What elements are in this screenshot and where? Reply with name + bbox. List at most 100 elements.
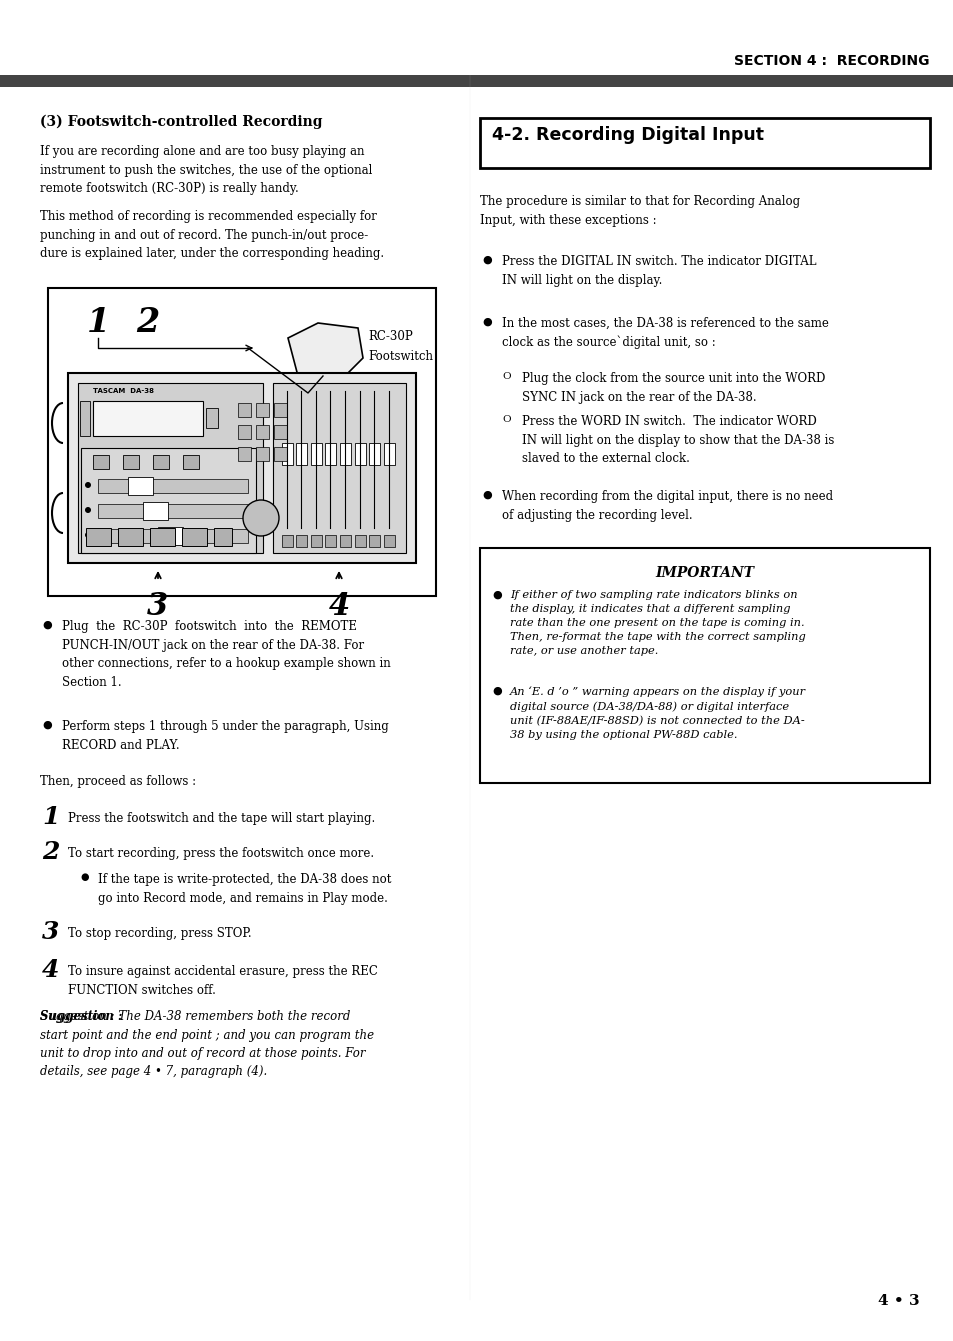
Text: 4: 4	[42, 957, 59, 982]
Text: To start recording, press the footswitch once more.: To start recording, press the footswitch…	[68, 848, 374, 860]
FancyBboxPatch shape	[325, 443, 335, 465]
Circle shape	[85, 507, 91, 514]
Text: Suggestion : The DA-38 remembers both the record
start point and the end point ;: Suggestion : The DA-38 remembers both th…	[40, 1010, 374, 1078]
Text: RC-30P: RC-30P	[368, 330, 413, 343]
FancyBboxPatch shape	[311, 535, 322, 547]
FancyBboxPatch shape	[369, 443, 379, 465]
Text: ●: ●	[481, 255, 491, 266]
FancyBboxPatch shape	[384, 443, 395, 465]
Text: If either of two sampling rate indicators blinks on
the display, it indicates th: If either of two sampling rate indicator…	[510, 590, 805, 656]
FancyBboxPatch shape	[98, 528, 248, 543]
Text: If you are recording alone and are too busy playing an
instrument to push the sw: If you are recording alone and are too b…	[40, 145, 372, 194]
FancyBboxPatch shape	[339, 535, 351, 547]
FancyBboxPatch shape	[282, 443, 293, 465]
FancyBboxPatch shape	[48, 288, 436, 595]
Text: IMPORTANT: IMPORTANT	[655, 566, 754, 581]
FancyBboxPatch shape	[274, 447, 287, 461]
Text: O: O	[501, 414, 510, 424]
Text: ●: ●	[42, 720, 51, 730]
Text: Suggestion :: Suggestion :	[40, 1010, 122, 1023]
Circle shape	[85, 481, 91, 488]
FancyBboxPatch shape	[339, 443, 351, 465]
Text: ●: ●	[80, 873, 89, 882]
Text: Plug  the  RC-30P  footswitch  into  the  REMOTE
PUNCH-IN/OUT jack on the rear o: Plug the RC-30P footswitch into the REMO…	[62, 620, 391, 688]
FancyBboxPatch shape	[237, 447, 251, 461]
Text: 4: 4	[328, 591, 349, 622]
FancyBboxPatch shape	[81, 448, 255, 552]
FancyBboxPatch shape	[282, 535, 293, 547]
FancyBboxPatch shape	[325, 535, 335, 547]
FancyBboxPatch shape	[355, 535, 366, 547]
Text: To stop recording, press STOP.: To stop recording, press STOP.	[68, 927, 252, 940]
Text: In the most cases, the DA-38 is referenced to the same
clock as the source`digit: In the most cases, the DA-38 is referenc…	[501, 316, 828, 349]
FancyBboxPatch shape	[206, 408, 218, 428]
Polygon shape	[288, 323, 363, 378]
Text: 3: 3	[42, 920, 59, 944]
Text: When recording from the digital input, there is no need
of adjusting the recordi: When recording from the digital input, t…	[501, 489, 832, 522]
Text: SECTION 4 :  RECORDING: SECTION 4 : RECORDING	[734, 54, 929, 68]
Text: Press the WORD IN switch.  The indicator WORD
IN will light on the display to sh: Press the WORD IN switch. The indicator …	[521, 414, 834, 465]
Text: (3) Footswitch-controlled Recording: (3) Footswitch-controlled Recording	[40, 115, 322, 129]
Circle shape	[243, 500, 278, 536]
FancyBboxPatch shape	[98, 479, 248, 493]
Text: O: O	[501, 371, 510, 381]
Text: 4 • 3: 4 • 3	[878, 1294, 919, 1307]
Text: ●: ●	[42, 620, 51, 630]
FancyBboxPatch shape	[479, 548, 929, 783]
Text: Footswitch: Footswitch	[368, 350, 433, 363]
Text: Then, proceed as follows :: Then, proceed as follows :	[40, 775, 196, 789]
FancyBboxPatch shape	[150, 528, 174, 546]
Text: Press the DIGITAL IN switch. The indicator DIGITAL
IN will light on the display.: Press the DIGITAL IN switch. The indicat…	[501, 255, 816, 287]
Text: TASCAM  DA-38: TASCAM DA-38	[92, 388, 153, 394]
Text: ●: ●	[481, 316, 491, 327]
Text: To insure against accidental erasure, press the REC
FUNCTION switches off.: To insure against accidental erasure, pr…	[68, 966, 377, 996]
Text: ●: ●	[492, 590, 501, 599]
FancyBboxPatch shape	[123, 455, 139, 469]
FancyBboxPatch shape	[98, 504, 248, 518]
FancyBboxPatch shape	[143, 502, 168, 520]
Text: This method of recording is recommended especially for
punching in and out of re: This method of recording is recommended …	[40, 211, 384, 260]
FancyBboxPatch shape	[255, 425, 269, 439]
FancyBboxPatch shape	[152, 455, 169, 469]
FancyBboxPatch shape	[78, 384, 263, 552]
FancyBboxPatch shape	[274, 404, 287, 417]
FancyBboxPatch shape	[369, 535, 379, 547]
Text: Plug the clock from the source unit into the WORD
SYNC IN jack on the rear of th: Plug the clock from the source unit into…	[521, 371, 824, 404]
FancyBboxPatch shape	[384, 535, 395, 547]
FancyBboxPatch shape	[479, 118, 929, 168]
Text: Press the footswitch and the tape will start playing.: Press the footswitch and the tape will s…	[68, 813, 375, 825]
FancyBboxPatch shape	[86, 528, 111, 546]
FancyBboxPatch shape	[80, 401, 90, 436]
FancyBboxPatch shape	[311, 443, 322, 465]
Text: ●: ●	[492, 687, 501, 696]
Text: 2: 2	[42, 839, 59, 864]
Text: 2: 2	[136, 306, 159, 339]
FancyBboxPatch shape	[118, 528, 143, 546]
Circle shape	[85, 532, 91, 538]
FancyBboxPatch shape	[355, 443, 366, 465]
FancyBboxPatch shape	[183, 455, 199, 469]
FancyBboxPatch shape	[128, 477, 152, 495]
FancyBboxPatch shape	[92, 401, 203, 436]
Text: 3: 3	[147, 591, 169, 622]
FancyBboxPatch shape	[295, 535, 307, 547]
Text: ●: ●	[481, 489, 491, 500]
Text: 1: 1	[87, 306, 110, 339]
FancyBboxPatch shape	[182, 528, 207, 546]
Text: 1: 1	[42, 805, 59, 829]
Text: If the tape is write-protected, the DA-38 does not
go into Record mode, and rema: If the tape is write-protected, the DA-3…	[98, 873, 391, 904]
FancyBboxPatch shape	[255, 404, 269, 417]
Text: 4-2. Recording Digital Input: 4-2. Recording Digital Input	[492, 126, 763, 143]
FancyBboxPatch shape	[274, 425, 287, 439]
FancyBboxPatch shape	[237, 404, 251, 417]
FancyBboxPatch shape	[0, 75, 953, 87]
FancyBboxPatch shape	[255, 447, 269, 461]
FancyBboxPatch shape	[68, 373, 416, 563]
FancyBboxPatch shape	[237, 425, 251, 439]
Text: The procedure is similar to that for Recording Analog
Input, with these exceptio: The procedure is similar to that for Rec…	[479, 194, 800, 227]
Text: An ‘E. d ’o ” warning appears on the display if your
digital source (DA-38/DA-88: An ‘E. d ’o ” warning appears on the dis…	[510, 687, 805, 740]
FancyBboxPatch shape	[295, 443, 307, 465]
FancyBboxPatch shape	[92, 455, 109, 469]
FancyBboxPatch shape	[158, 527, 183, 544]
FancyBboxPatch shape	[273, 384, 406, 552]
